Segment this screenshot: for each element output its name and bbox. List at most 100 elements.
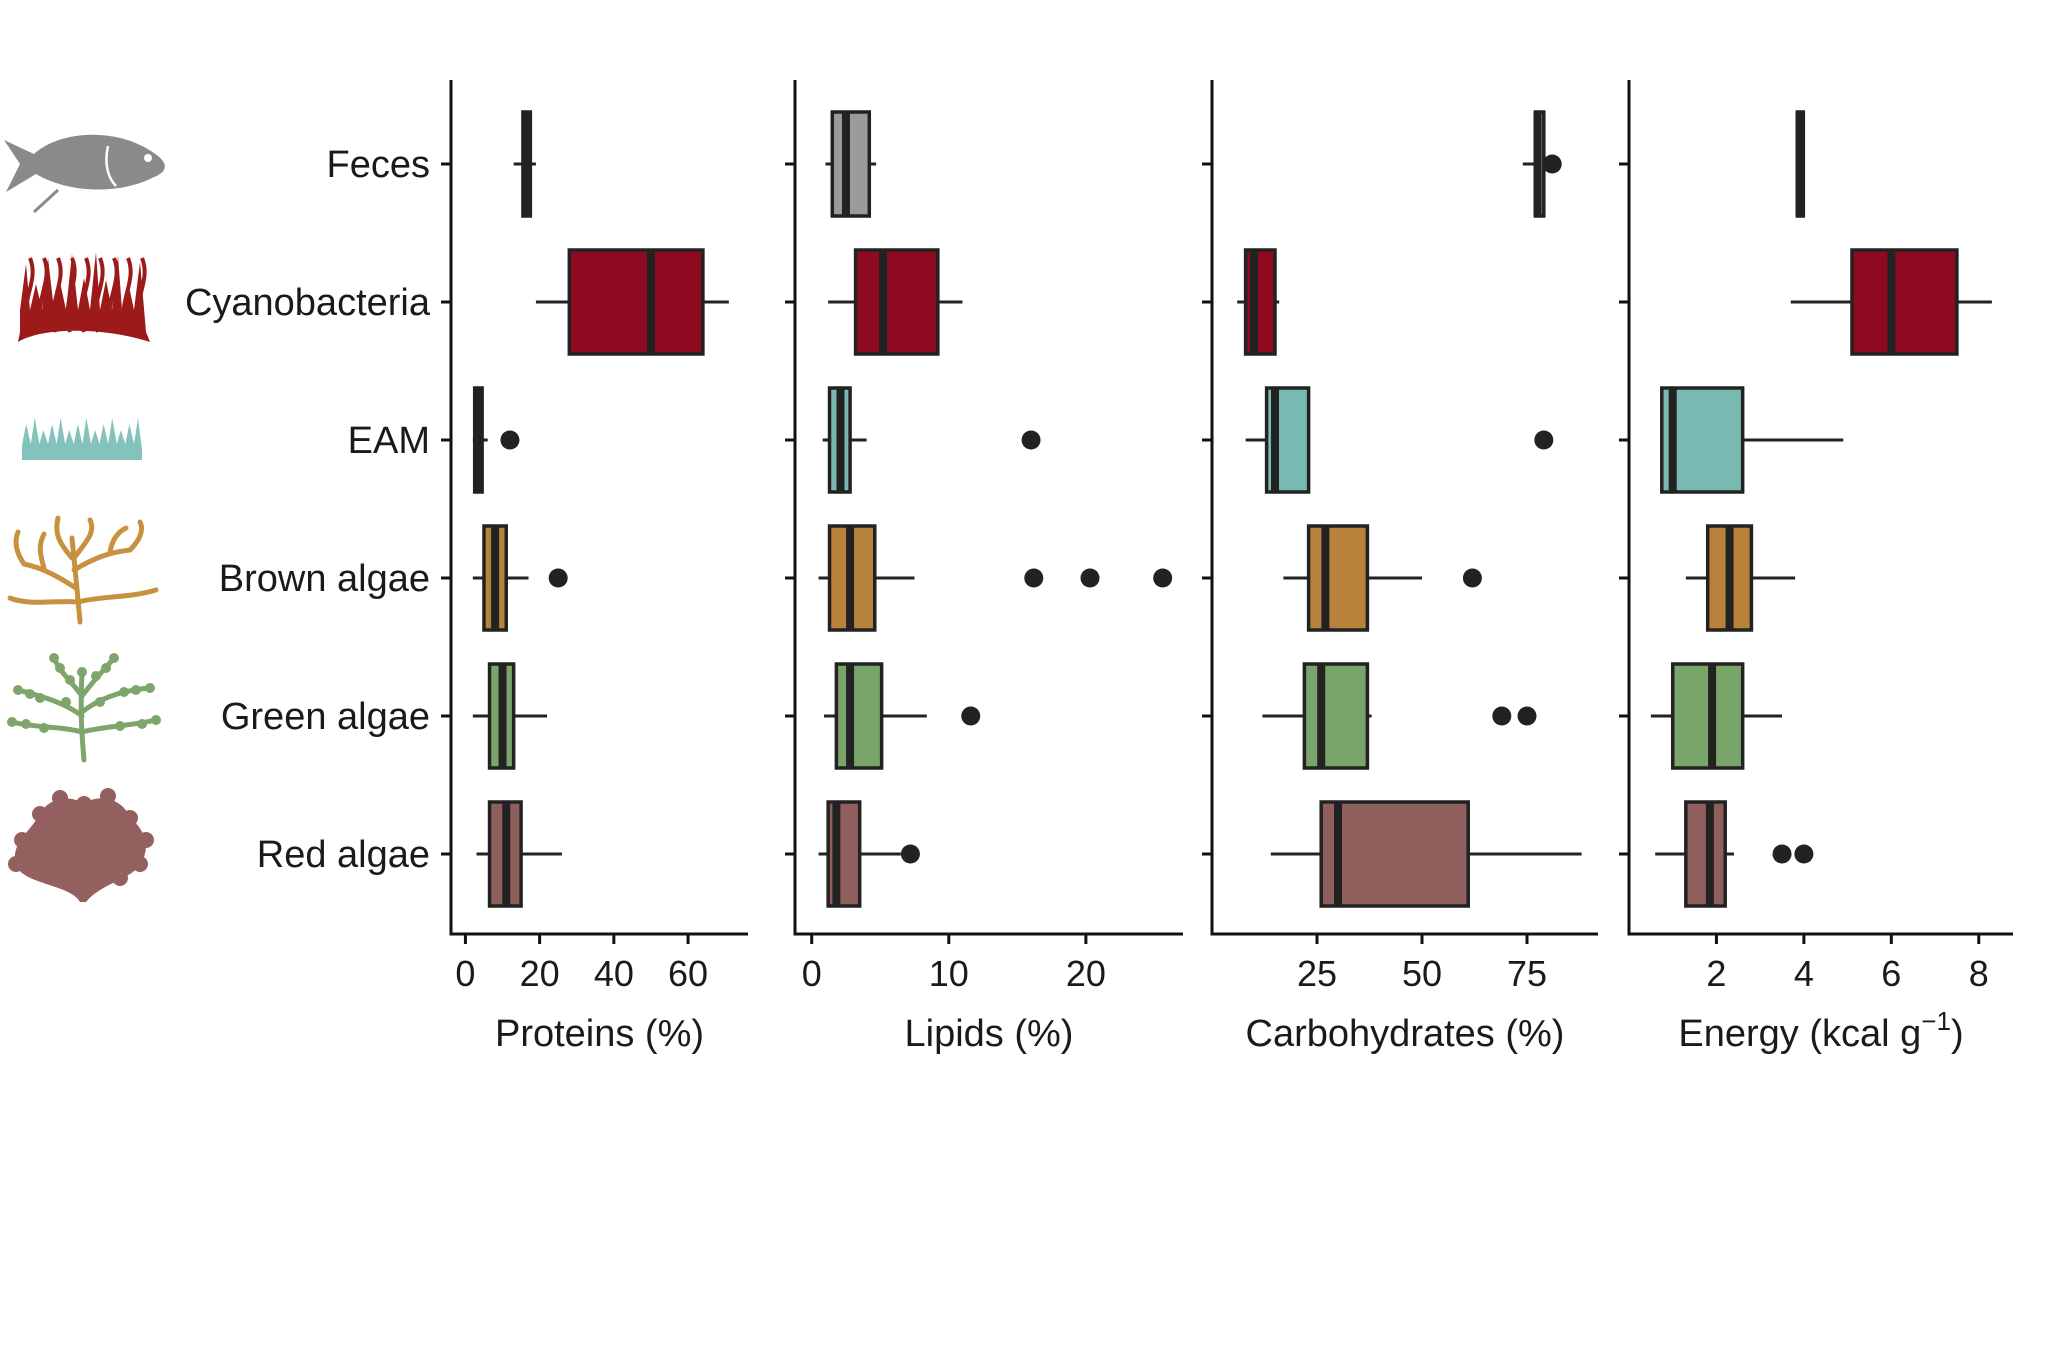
box-cyanobacteria <box>1790 248 1992 356</box>
x-tick-label: 20 <box>1066 953 1106 994</box>
box-feces <box>825 110 877 218</box>
x-tick-label: 4 <box>1794 953 1814 994</box>
red-algae-nub <box>32 806 48 822</box>
green-algae-blade <box>61 697 71 707</box>
iqr-box <box>1319 800 1470 908</box>
green-algae-blade <box>25 689 35 699</box>
green-algae-blade <box>35 693 45 703</box>
brown-algae-branch <box>54 515 75 561</box>
outlier-point <box>961 706 981 726</box>
panel-1: 0 20 40 60 Proteins (%) <box>441 80 748 1055</box>
box-red-algae <box>476 800 562 908</box>
x-axis-label-superscript: −1 <box>1921 1006 1951 1036</box>
red-algae-nub <box>112 870 128 886</box>
outlier-point <box>1517 706 1537 726</box>
iqr-box <box>853 248 940 356</box>
green-algae-blade <box>49 653 59 663</box>
x-axis-label: Proteins (%) <box>495 1013 704 1055</box>
outlier-point <box>1794 844 1814 864</box>
x-tick-label: 75 <box>1507 953 1547 994</box>
panel-3: 25 50 75 Carbohydrates (%) <box>1202 80 1598 1055</box>
cyano-filament <box>93 257 105 333</box>
x-tick-label: 10 <box>929 953 969 994</box>
category-icons <box>4 134 165 902</box>
outlier-point <box>1153 568 1173 588</box>
category-label-green-algae: Green algae <box>221 696 430 738</box>
category-label-brown-algae: Brown algae <box>219 558 430 600</box>
green-algae-blade <box>131 685 141 695</box>
green-algae-blade <box>145 683 155 693</box>
category-label-red-algae: Red algae <box>257 834 430 876</box>
outlier-point <box>1080 568 1100 588</box>
category-label-feces: Feces <box>327 144 430 186</box>
iqr-box <box>1306 524 1370 632</box>
red-algae-nub <box>122 810 138 826</box>
iqr-box <box>830 110 872 218</box>
box-eam <box>822 386 1041 494</box>
cyanobacteria-icon <box>18 252 150 342</box>
green-algae-blade <box>137 719 147 729</box>
cyano-filament <box>23 257 35 333</box>
cyano-filament <box>107 257 119 333</box>
x-axis-label: Energy (kcal g−1) <box>1678 1006 1963 1055</box>
fish-body <box>4 134 165 192</box>
cyano-filament <box>65 257 77 333</box>
box-feces <box>513 110 536 218</box>
x-tick-label: 50 <box>1402 953 1442 994</box>
box-cyanobacteria <box>828 248 963 356</box>
fish-feces-line <box>32 188 60 214</box>
green-algae-blade <box>21 719 31 729</box>
green-algae-blade <box>95 697 105 707</box>
x-tick-label: 6 <box>1881 953 1901 994</box>
green-algae-blade <box>13 685 23 695</box>
box-brown-algae <box>472 524 568 632</box>
brown-algae-branch <box>37 531 47 571</box>
green-algae-blade <box>65 675 75 685</box>
green-algae-branch <box>79 685 153 715</box>
cyano-filament <box>51 257 63 333</box>
iqr-box <box>1670 662 1745 770</box>
outlier-point <box>1542 154 1562 174</box>
green-algae-blade <box>115 721 125 731</box>
category-labels: Feces Cyanobacteria EAM Brown algae Green al… <box>185 144 431 876</box>
box-brown-algae <box>1283 524 1482 632</box>
outlier-point <box>900 844 920 864</box>
green-algae-branch <box>78 669 87 763</box>
box-feces <box>1522 110 1562 218</box>
box-cyanobacteria <box>535 248 729 356</box>
box-green-algae <box>472 662 548 770</box>
red-algae-nub <box>8 856 24 872</box>
x-tick-label: 0 <box>455 953 475 994</box>
red-algae-icon <box>8 788 154 902</box>
fish-icon <box>4 134 165 214</box>
brown-algae-branch <box>13 529 27 567</box>
x-tick-label: 0 <box>802 953 822 994</box>
iqr-box <box>1850 248 1959 356</box>
cyano-filament <box>37 257 49 333</box>
brown-algae-icon <box>7 515 159 625</box>
outlier-point <box>500 430 520 450</box>
outlier-point <box>1772 844 1792 864</box>
brown-algae-branch <box>71 517 95 561</box>
brown-algae-branch <box>107 525 129 555</box>
outlier-point <box>548 568 568 588</box>
brown-algae-branch <box>21 561 79 591</box>
box-red-algae <box>1270 800 1582 908</box>
box-red-algae <box>1655 800 1814 908</box>
box-brown-algae <box>1685 524 1796 632</box>
x-tick-label: 8 <box>1969 953 1989 994</box>
cyano-filament <box>79 257 91 333</box>
red-algae-nub <box>52 790 68 806</box>
fish-gill <box>105 145 117 187</box>
outlier-point <box>1462 568 1482 588</box>
x-tick-label: 40 <box>594 953 634 994</box>
brown-algae-branch <box>71 547 133 573</box>
cyano-filament <box>121 257 133 333</box>
green-algae-blade <box>101 663 111 673</box>
outlier-point <box>1024 568 1044 588</box>
iqr-box <box>834 662 884 770</box>
x-axis-label: Carbohydrates (%) <box>1246 1013 1565 1055</box>
box-feces <box>1795 110 1806 218</box>
outlier-point <box>1021 430 1041 450</box>
